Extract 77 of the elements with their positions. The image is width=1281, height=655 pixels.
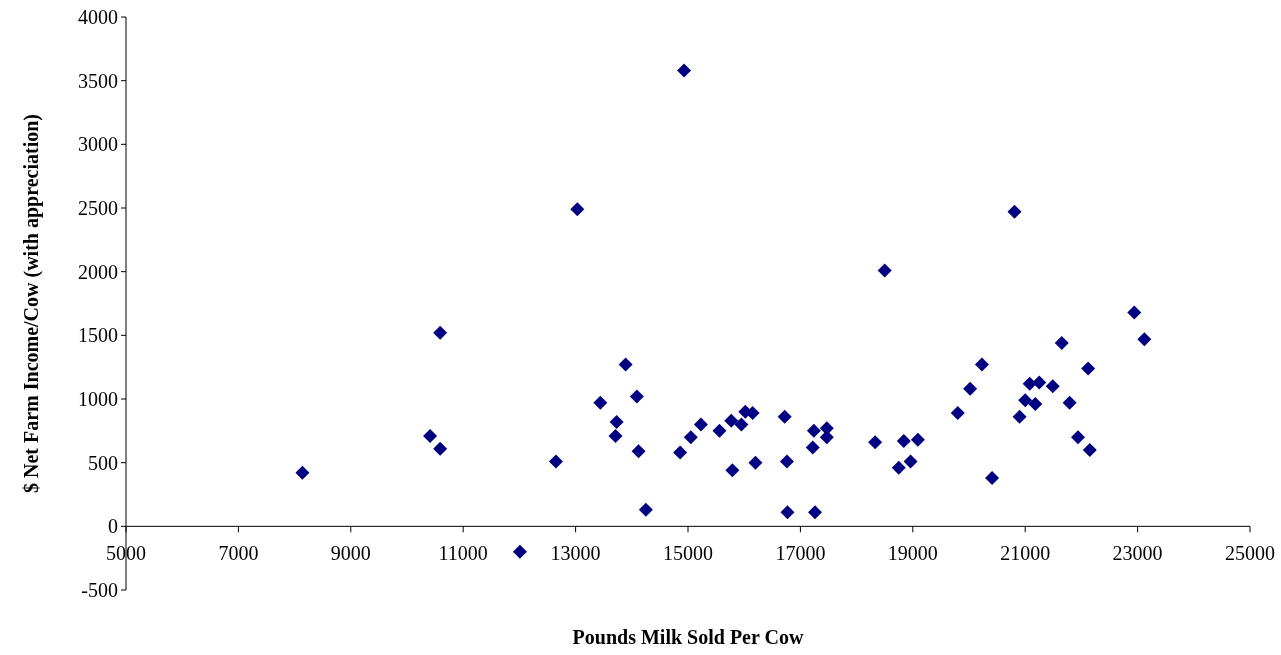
point	[910, 432, 925, 447]
point	[433, 325, 448, 340]
x-tick-label: 17000	[775, 542, 826, 565]
y-tick-label: 0	[108, 515, 118, 538]
point	[673, 445, 688, 460]
point	[618, 357, 633, 372]
point	[593, 395, 608, 410]
point	[1071, 430, 1086, 445]
y-tick-label: 2000	[78, 260, 118, 283]
point	[725, 463, 740, 478]
point	[693, 417, 708, 432]
point	[712, 423, 727, 438]
point	[1081, 361, 1096, 376]
point	[779, 454, 794, 469]
point	[433, 441, 448, 456]
point	[903, 454, 918, 469]
point	[1012, 409, 1027, 424]
x-tick-label: 5000	[106, 542, 146, 565]
x-tick-label: 7000	[218, 542, 259, 565]
point	[631, 444, 646, 459]
point	[1062, 395, 1077, 410]
point	[868, 435, 883, 450]
point	[677, 63, 692, 78]
point	[1022, 376, 1037, 391]
point	[748, 455, 763, 470]
point	[974, 357, 989, 372]
point	[950, 406, 965, 421]
point	[1007, 204, 1022, 219]
y-tick-label: 1000	[78, 388, 118, 410]
point	[548, 454, 563, 469]
point	[963, 381, 978, 396]
point	[891, 460, 906, 475]
point	[1137, 332, 1152, 347]
point	[570, 202, 585, 217]
x-tick-label: 13000	[550, 542, 601, 565]
y-tick-label: 1500	[78, 324, 118, 347]
y-tick-label: -500	[81, 579, 118, 601]
y-tick-label: 2500	[78, 197, 118, 219]
point	[683, 430, 698, 445]
point	[1032, 375, 1047, 390]
point	[629, 389, 644, 404]
point	[1018, 393, 1033, 408]
x-tick-label: 15000	[663, 542, 713, 565]
y-tick-label: 3500	[78, 69, 118, 92]
point	[896, 434, 911, 449]
point	[608, 428, 623, 443]
x-tick-label: 11000	[438, 542, 488, 565]
x-tick-label: 21000	[1000, 542, 1051, 565]
y-tick-label: 500	[88, 451, 118, 474]
point	[423, 428, 438, 443]
y-axis-title: $ Net Farm Income/Cow (with appreciation)	[20, 113, 43, 494]
x-tick-label: 23000	[1112, 542, 1163, 565]
point	[877, 263, 892, 278]
point	[819, 430, 834, 445]
point	[724, 413, 739, 428]
point	[1045, 379, 1060, 394]
point	[734, 417, 749, 432]
x-tick-label: 9000	[330, 542, 371, 565]
point	[777, 409, 792, 424]
point	[609, 414, 624, 429]
point	[295, 465, 310, 480]
point	[1082, 442, 1097, 457]
x-tick-label: 25000	[1225, 542, 1275, 565]
y-tick-label: 3000	[78, 133, 118, 156]
point	[806, 423, 821, 438]
y-tick-label: 4000	[78, 6, 118, 28]
point	[1054, 335, 1069, 350]
x-axis-title: Pounds Milk Sold Per Cow	[572, 626, 804, 648]
point	[805, 440, 820, 455]
point	[985, 470, 1000, 485]
point	[512, 544, 527, 559]
point	[780, 505, 795, 520]
point	[808, 505, 823, 520]
point	[1127, 305, 1142, 320]
point	[1028, 397, 1043, 412]
x-tick-label: 19000	[887, 542, 938, 565]
point	[638, 502, 653, 517]
